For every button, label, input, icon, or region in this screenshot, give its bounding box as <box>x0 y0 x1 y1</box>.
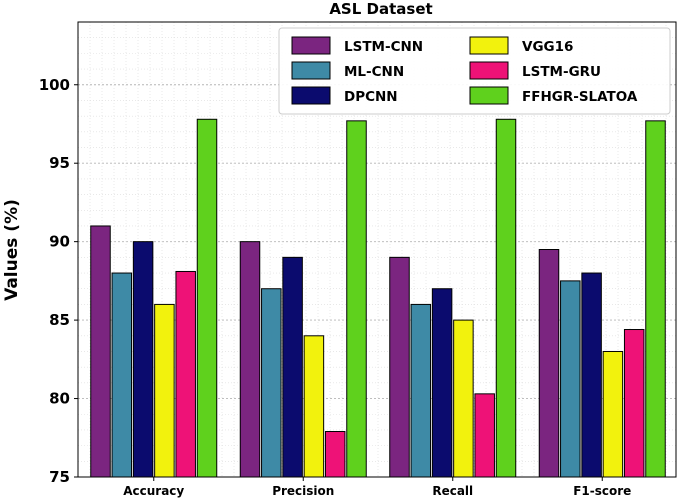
legend-swatch <box>291 86 331 105</box>
axes: Accuracy Precision Recall F1-score 75 80 85 90 9… <box>39 21 677 498</box>
bar <box>581 272 602 478</box>
legend-label: LSTM-CNN <box>344 39 423 55</box>
x-tick-label: Recall <box>432 484 473 498</box>
y-tick-label: 85 <box>49 311 70 329</box>
bars <box>90 118 666 478</box>
bar <box>474 393 495 478</box>
bar <box>261 288 282 478</box>
x-tick-label: F1-score <box>573 484 631 498</box>
legend-label: DPCNN <box>344 89 398 105</box>
bar <box>346 120 367 478</box>
bar <box>602 350 624 478</box>
bar <box>645 120 666 478</box>
legend-swatch <box>469 61 509 80</box>
x-tick-label: Accuracy <box>123 484 184 498</box>
legend-swatch <box>291 36 331 55</box>
bar <box>324 431 346 478</box>
bar <box>623 329 645 478</box>
bar <box>196 118 218 478</box>
y-tick-label: 100 <box>39 76 70 94</box>
bar <box>282 256 303 478</box>
legend-swatch <box>469 86 509 105</box>
y-tick-label: 95 <box>49 154 70 172</box>
chart-title: ASL Dataset <box>329 0 432 18</box>
bar <box>495 118 517 478</box>
legend-swatch <box>469 36 509 55</box>
legend-label: LSTM-GRU <box>522 64 601 80</box>
legend-label: VGG16 <box>522 39 573 55</box>
bar <box>389 256 410 478</box>
bar <box>431 288 453 478</box>
bar <box>154 303 175 478</box>
bar <box>410 303 432 478</box>
bar <box>239 241 261 478</box>
bar <box>90 225 111 478</box>
bar <box>132 241 154 478</box>
bar <box>303 335 325 478</box>
y-tick-label: 80 <box>49 390 70 408</box>
legend-swatch <box>291 61 331 80</box>
plot-frame <box>77 21 677 478</box>
bar <box>560 280 581 478</box>
y-tick-label: 75 <box>49 468 70 486</box>
bar <box>175 270 196 478</box>
x-tick-label: Precision <box>272 484 334 498</box>
y-axis-label: Values (%) <box>2 199 22 301</box>
bar <box>538 249 560 478</box>
bar <box>453 319 474 478</box>
legend-label: ML-CNN <box>344 64 404 80</box>
bar <box>111 272 133 478</box>
legend-label: FFHGR-SLATOA <box>522 89 638 105</box>
legend: LSTM-CNN ML-CNN DPCNN VGG16 LSTM-GRU FFHGR-SL… <box>278 27 671 115</box>
y-tick-label: 90 <box>49 233 70 251</box>
